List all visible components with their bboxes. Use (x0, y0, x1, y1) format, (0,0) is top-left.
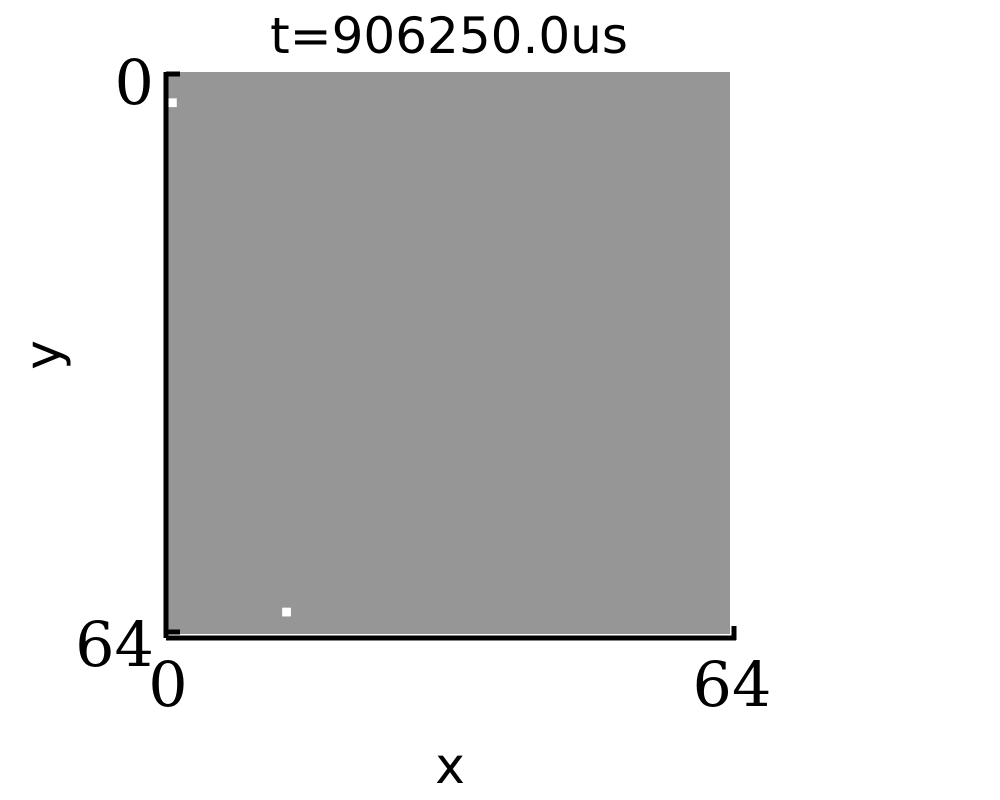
x-axis-label: x (435, 737, 465, 795)
x-tick-label-left: 0 (148, 648, 187, 721)
heatmap-points (168, 98, 291, 617)
x-tick-label-right: 64 (693, 648, 772, 721)
y-tick-label-top: 0 (115, 46, 154, 119)
heatmap-background (168, 72, 730, 634)
y-tick-label-bottom: 64 (75, 608, 154, 681)
heatmap-cell (282, 607, 291, 617)
heatmap-cell (168, 98, 177, 108)
y-axis-label: y (14, 340, 72, 370)
chart-title: t=906250.0us (270, 7, 628, 65)
